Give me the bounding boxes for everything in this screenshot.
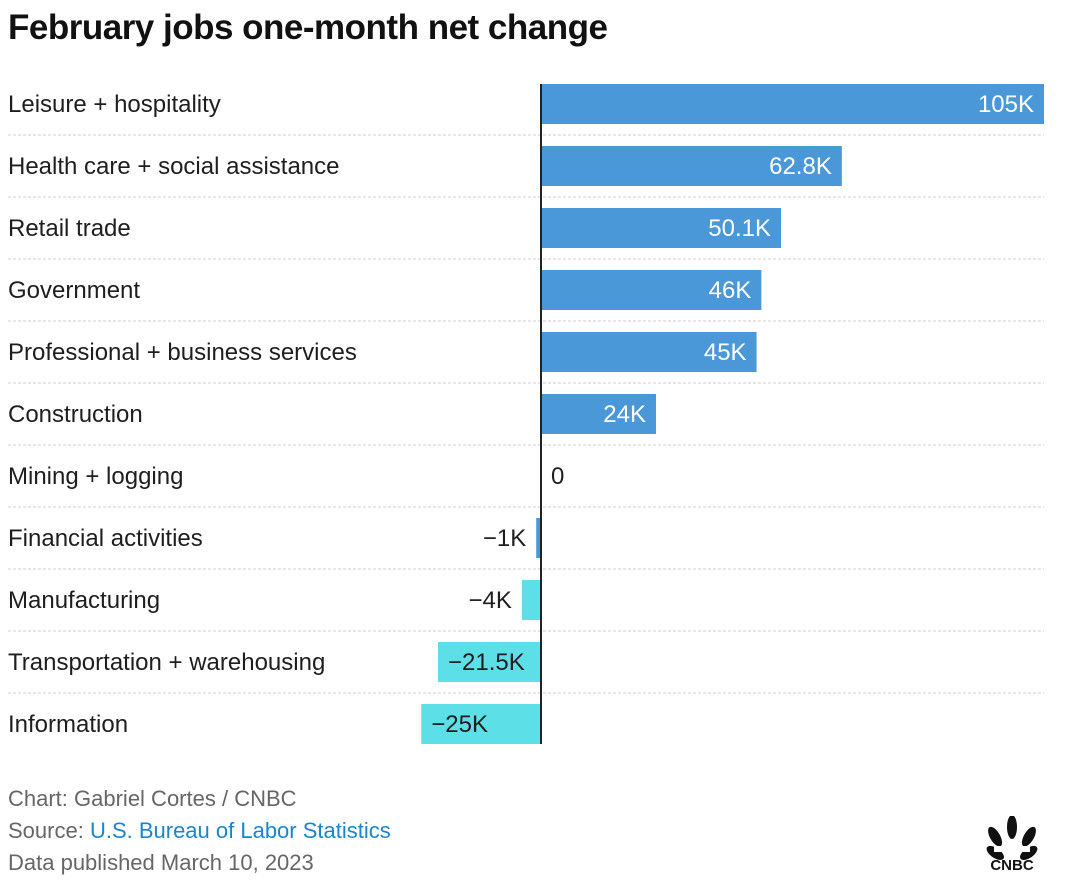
source-link[interactable]: U.S. Bureau of Labor Statistics (89, 818, 391, 843)
category-label: Government (8, 277, 140, 304)
bar (536, 518, 541, 558)
bar (541, 146, 842, 186)
value-label: 46K (709, 277, 752, 304)
category-label: Transportation + warehousing (8, 649, 325, 676)
bar (421, 704, 541, 744)
bar (541, 332, 757, 372)
category-label: Retail trade (8, 215, 131, 242)
bar (541, 208, 782, 248)
bar (438, 642, 541, 682)
value-label: 50.1K (708, 215, 771, 242)
category-label: Professional + business services (8, 339, 357, 366)
bar-chart: Leisure + hospitality 105K Health care + s… (8, 84, 1044, 744)
category-label: Construction (8, 401, 143, 428)
category-label: Mining + logging (8, 463, 183, 490)
category-label: Health care + social assistance (8, 153, 340, 180)
value-label: 105K (978, 91, 1034, 118)
value-label: 0 (551, 463, 564, 490)
chart-source: Source: U.S. Bureau of Labor Statistics (8, 818, 391, 844)
value-label: −1K (483, 525, 526, 552)
data-published-date: Data published March 10, 2023 (8, 850, 314, 875)
cnbc-logo: CNBC (986, 816, 1038, 874)
chart-credit: Chart: Gabriel Cortes / CNBC (8, 786, 297, 811)
category-label: Financial activities (8, 525, 203, 552)
category-label: Manufacturing (8, 587, 160, 614)
bar (541, 270, 762, 310)
chart-title: February jobs one-month net change (8, 8, 608, 47)
cnbc-logo-text: CNBC (990, 857, 1033, 874)
value-label: −21.5K (448, 649, 525, 676)
category-label: Leisure + hospitality (8, 91, 221, 118)
value-label: 62.8K (769, 153, 832, 180)
source-prefix: Source: (8, 818, 90, 843)
value-label: −4K (468, 587, 511, 614)
bar (541, 84, 1044, 124)
bar (541, 394, 656, 434)
value-label: 24K (603, 401, 646, 428)
value-label: 45K (704, 339, 747, 366)
category-label: Information (8, 711, 128, 738)
nbc-peacock-icon (986, 816, 1038, 860)
value-label: −25K (431, 711, 488, 738)
bar (521, 580, 541, 620)
